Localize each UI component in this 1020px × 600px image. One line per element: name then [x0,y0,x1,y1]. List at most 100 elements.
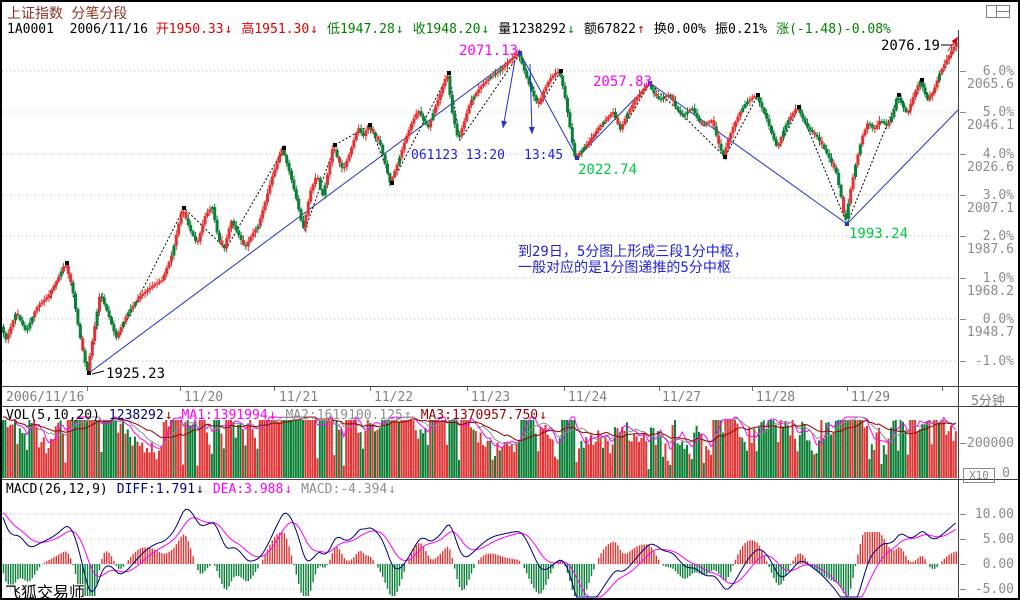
macd-axis-tick-1 [960,539,966,540]
day-tick-6 [659,387,660,391]
annotation-time-1320: 061123 13:20 [411,148,505,163]
macd-axis-tick-3 [960,589,966,590]
volume-bars [2,420,957,478]
price-axis-pct-5: 1.0% [982,271,1014,286]
low-label-connector [91,370,105,375]
quote-field-6: 换0.00% [653,22,706,37]
vol-indicator-item-2: MA1:1391994↓ [181,408,277,423]
volume-ma3-line [3,416,957,443]
price-axis-tick-1 [960,112,966,113]
quote-field-8: 涨(-1.48)-0.08% [776,22,891,37]
day-tick-0 [87,387,88,391]
chan-segment-lines [88,52,959,374]
price-axis-price-5: 1968.2 [967,284,1014,299]
window-layout-icon[interactable] [986,5,1010,18]
day-tick-2 [274,387,275,391]
separator-main-axis [2,386,1018,387]
quote-field-1: 高1951.30↓ [241,22,318,37]
separator-right-panel [958,30,959,598]
quote-date: 2006/11/16 [69,22,148,37]
macd-indicator-item-0: MACD(26,12,9) [6,482,108,497]
x-axis-label-6: 11/27 [662,390,702,405]
price-axis-tick-3 [960,195,966,196]
volume-axis-top-label: 200000 [967,436,1014,451]
day-tick-5 [564,387,565,391]
price-axis-pct-1: 5.0% [982,105,1014,120]
price-axis-price-6: 1948.7 [967,325,1014,340]
volume-axis-zero-label: 0 [1002,466,1010,481]
annotation-peak-2071: 2071.13 [459,43,518,59]
chart-annotations: 2071.13 2057.83 061123 13:20 13:45 2022.74 19… [106,38,940,382]
day-tick-7 [752,387,753,391]
x-axis-label-7: 11/28 [756,390,796,405]
app-watermark: 飞狐交易师 [5,583,86,600]
vol-indicator-item-3: MA2:1619100.125↑ [285,408,412,423]
separator-volume-macd [2,479,1018,480]
x-axis-label-3: 11/22 [374,390,414,405]
day-tick-8 [847,387,848,391]
macd-indicator-item-1-arrow: ↓ [196,482,204,497]
day-tick-9 [942,387,943,391]
quote-field-1-arrow: ↓ [310,22,318,37]
annotation-low-1925: 1925.23 [106,366,165,382]
macd-axis-tick-2 [960,564,966,565]
price-axis-tick-2 [960,154,966,155]
period-label: 5分钟 [971,394,1005,409]
x-axis-label-8: 11/29 [851,390,891,405]
quote-field-7: 振0.21% [714,22,768,37]
price-axis-pct-6: 0.0% [982,312,1014,327]
macd-indicator-item-2-arrow: ↓ [284,482,293,497]
volume-axis-tick [960,443,966,444]
day-tick-1 [180,387,181,391]
price-axis-tick-4 [960,236,966,237]
price-axis-tick-0 [960,71,966,72]
annotation-time-1345: 13:45 [524,148,563,163]
quote-field-4-arrow: ↓ [567,22,575,37]
chan-pen-lines [49,42,959,374]
x-axis-label-5: 11/24 [568,390,608,405]
macd-indicator-bar: MACD(26,12,9) DIFF:1.791↓ DEA:3.988↓ MACD:-… [6,482,405,497]
x-axis-label-2: 11/21 [279,390,319,405]
price-axis-pct-3: 3.0% [982,188,1014,203]
last-price-pointer [941,36,959,52]
quote-field-0-arrow: ↓ [224,22,233,37]
price-axis-price-2: 2026.6 [967,160,1014,175]
annotation-low-2022: 2022.74 [578,162,637,178]
segment-pivot-markers [518,51,849,226]
x-axis-label-0: 2006/11/16 [6,390,85,405]
day-tick-3 [370,387,371,391]
quote-field-3: 收1948.20↓ [412,22,490,37]
vol-indicator-item-4: MA3:1370957.750↓ [420,408,547,423]
quote-field-4: 量1238292↓ [498,22,575,37]
macd-axis-label-0: 10.00 [974,507,1014,522]
vol-indicator-item-3-arrow: ↑ [403,408,412,423]
price-axis-price-3: 2007.1 [967,201,1014,216]
page-title: 上证指数 分笔分段 [7,6,128,22]
vol-indicator-item-4-arrow: ↓ [539,408,547,423]
macd-axis-tick-0 [960,514,966,515]
layout-icon-divider [996,6,997,17]
annotation-note-line1: 到29日，5分图上形成三段1分中枢， [518,244,748,260]
annotation-arrows [501,59,535,135]
annotation-low-1993: 1993.24 [849,226,908,242]
separator-axis-volume [2,406,1018,407]
macd-axis-label-2: 0.00 [982,557,1014,572]
annotation-peak-2057: 2057.83 [593,74,652,90]
volume-indicator-bar: VOL(5,10,20) 1238292↓ MA1:1391994↓ MA2:1619… [6,408,556,423]
price-axis-pct-2: 4.0% [982,147,1014,162]
macd-indicator-item-2: DEA:3.988↓ [212,482,293,497]
quote-field-3-arrow: ↓ [481,22,490,37]
price-axis-price-1: 2046.1 [967,118,1014,133]
chart-canvas[interactable]: 2071.13 2057.83 061123 13:20 13:45 2022.74 19… [2,2,959,598]
layout-icon-divider2 [997,11,1009,12]
macd-grid [2,513,958,590]
quote-field-5-arrow: ↑ [637,22,645,37]
quote-field-2: 低1947.28↓ [326,22,404,37]
macd-axis-label-1: 5.00 [982,532,1014,547]
macd-diff-line [2,508,957,598]
price-axis-tick-6 [960,319,966,320]
day-tick-4 [467,387,468,391]
price-axis-tick-7 [960,361,966,362]
volume-ma2-line [3,416,957,447]
